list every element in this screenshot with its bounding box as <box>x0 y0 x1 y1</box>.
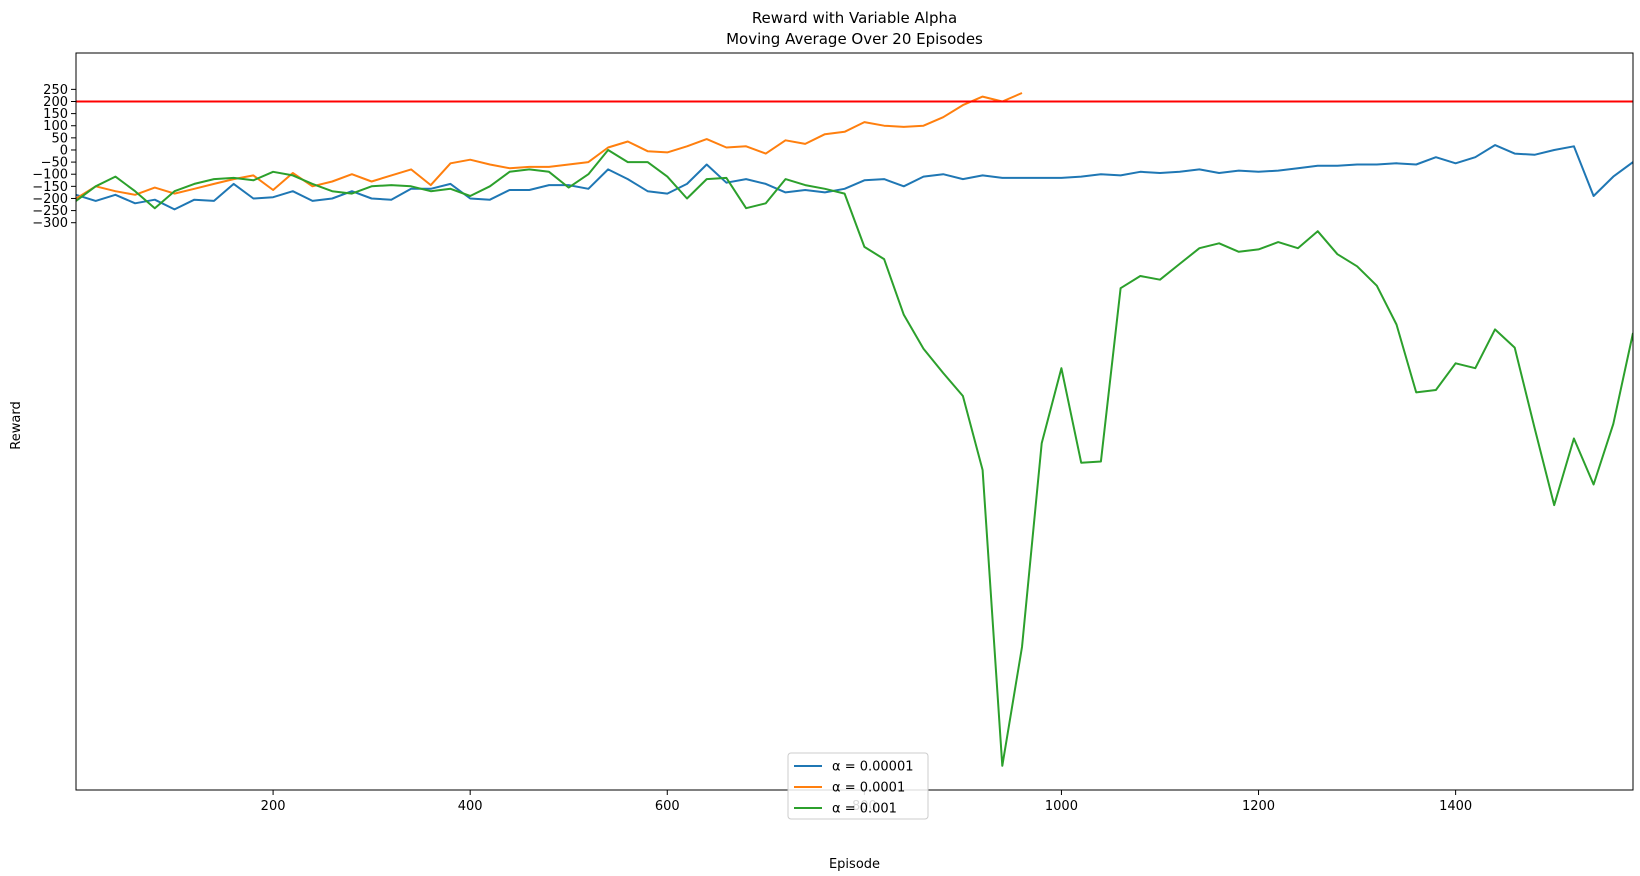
x-axis-label: Episode <box>829 857 880 872</box>
legend-entry: α = 0.00001 <box>832 760 914 775</box>
y-tick-label: −150 <box>32 180 68 195</box>
series-line-2 <box>76 149 1633 767</box>
x-tick-label: 400 <box>458 799 483 814</box>
legend-box <box>787 752 929 820</box>
y-tick-label: 0 <box>60 143 68 158</box>
x-tick-label: 600 <box>655 799 680 814</box>
chart-title-line: Reward with Variable Alpha <box>752 9 957 27</box>
series-line-0 <box>76 144 1633 211</box>
legend-entry: α = 0.001 <box>832 802 897 817</box>
y-tick-label: 50 <box>51 131 68 146</box>
x-tick-label: 1200 <box>1242 799 1275 814</box>
y-tick-label: 250 <box>43 83 68 98</box>
series-line-1 <box>76 92 1023 200</box>
y-tick-label: −200 <box>32 192 68 207</box>
legend-entry: α = 0.0001 <box>832 781 905 796</box>
chart-title: Reward with Variable Alpha Moving Average… <box>726 9 983 48</box>
y-tick-label: 100 <box>43 119 68 134</box>
y-tick-label: −300 <box>32 216 68 231</box>
x-tick-label: 1400 <box>1439 799 1472 814</box>
legend: α = 0.00001 α = 0.0001 α = 0.001 <box>787 752 929 820</box>
y-axis-label: Reward <box>9 401 24 449</box>
x-tick-label: 200 <box>261 799 286 814</box>
y-tick-label: 150 <box>43 107 68 122</box>
plot-area <box>75 52 1634 791</box>
y-tick-label: −50 <box>41 156 68 171</box>
chart-title-line: Moving Average Over 20 Episodes <box>726 30 983 48</box>
y-tick-label: 200 <box>43 95 68 110</box>
y-tick-label: −250 <box>32 204 68 219</box>
x-tick-label: 1000 <box>1045 799 1078 814</box>
y-tick-label: −100 <box>32 168 68 183</box>
